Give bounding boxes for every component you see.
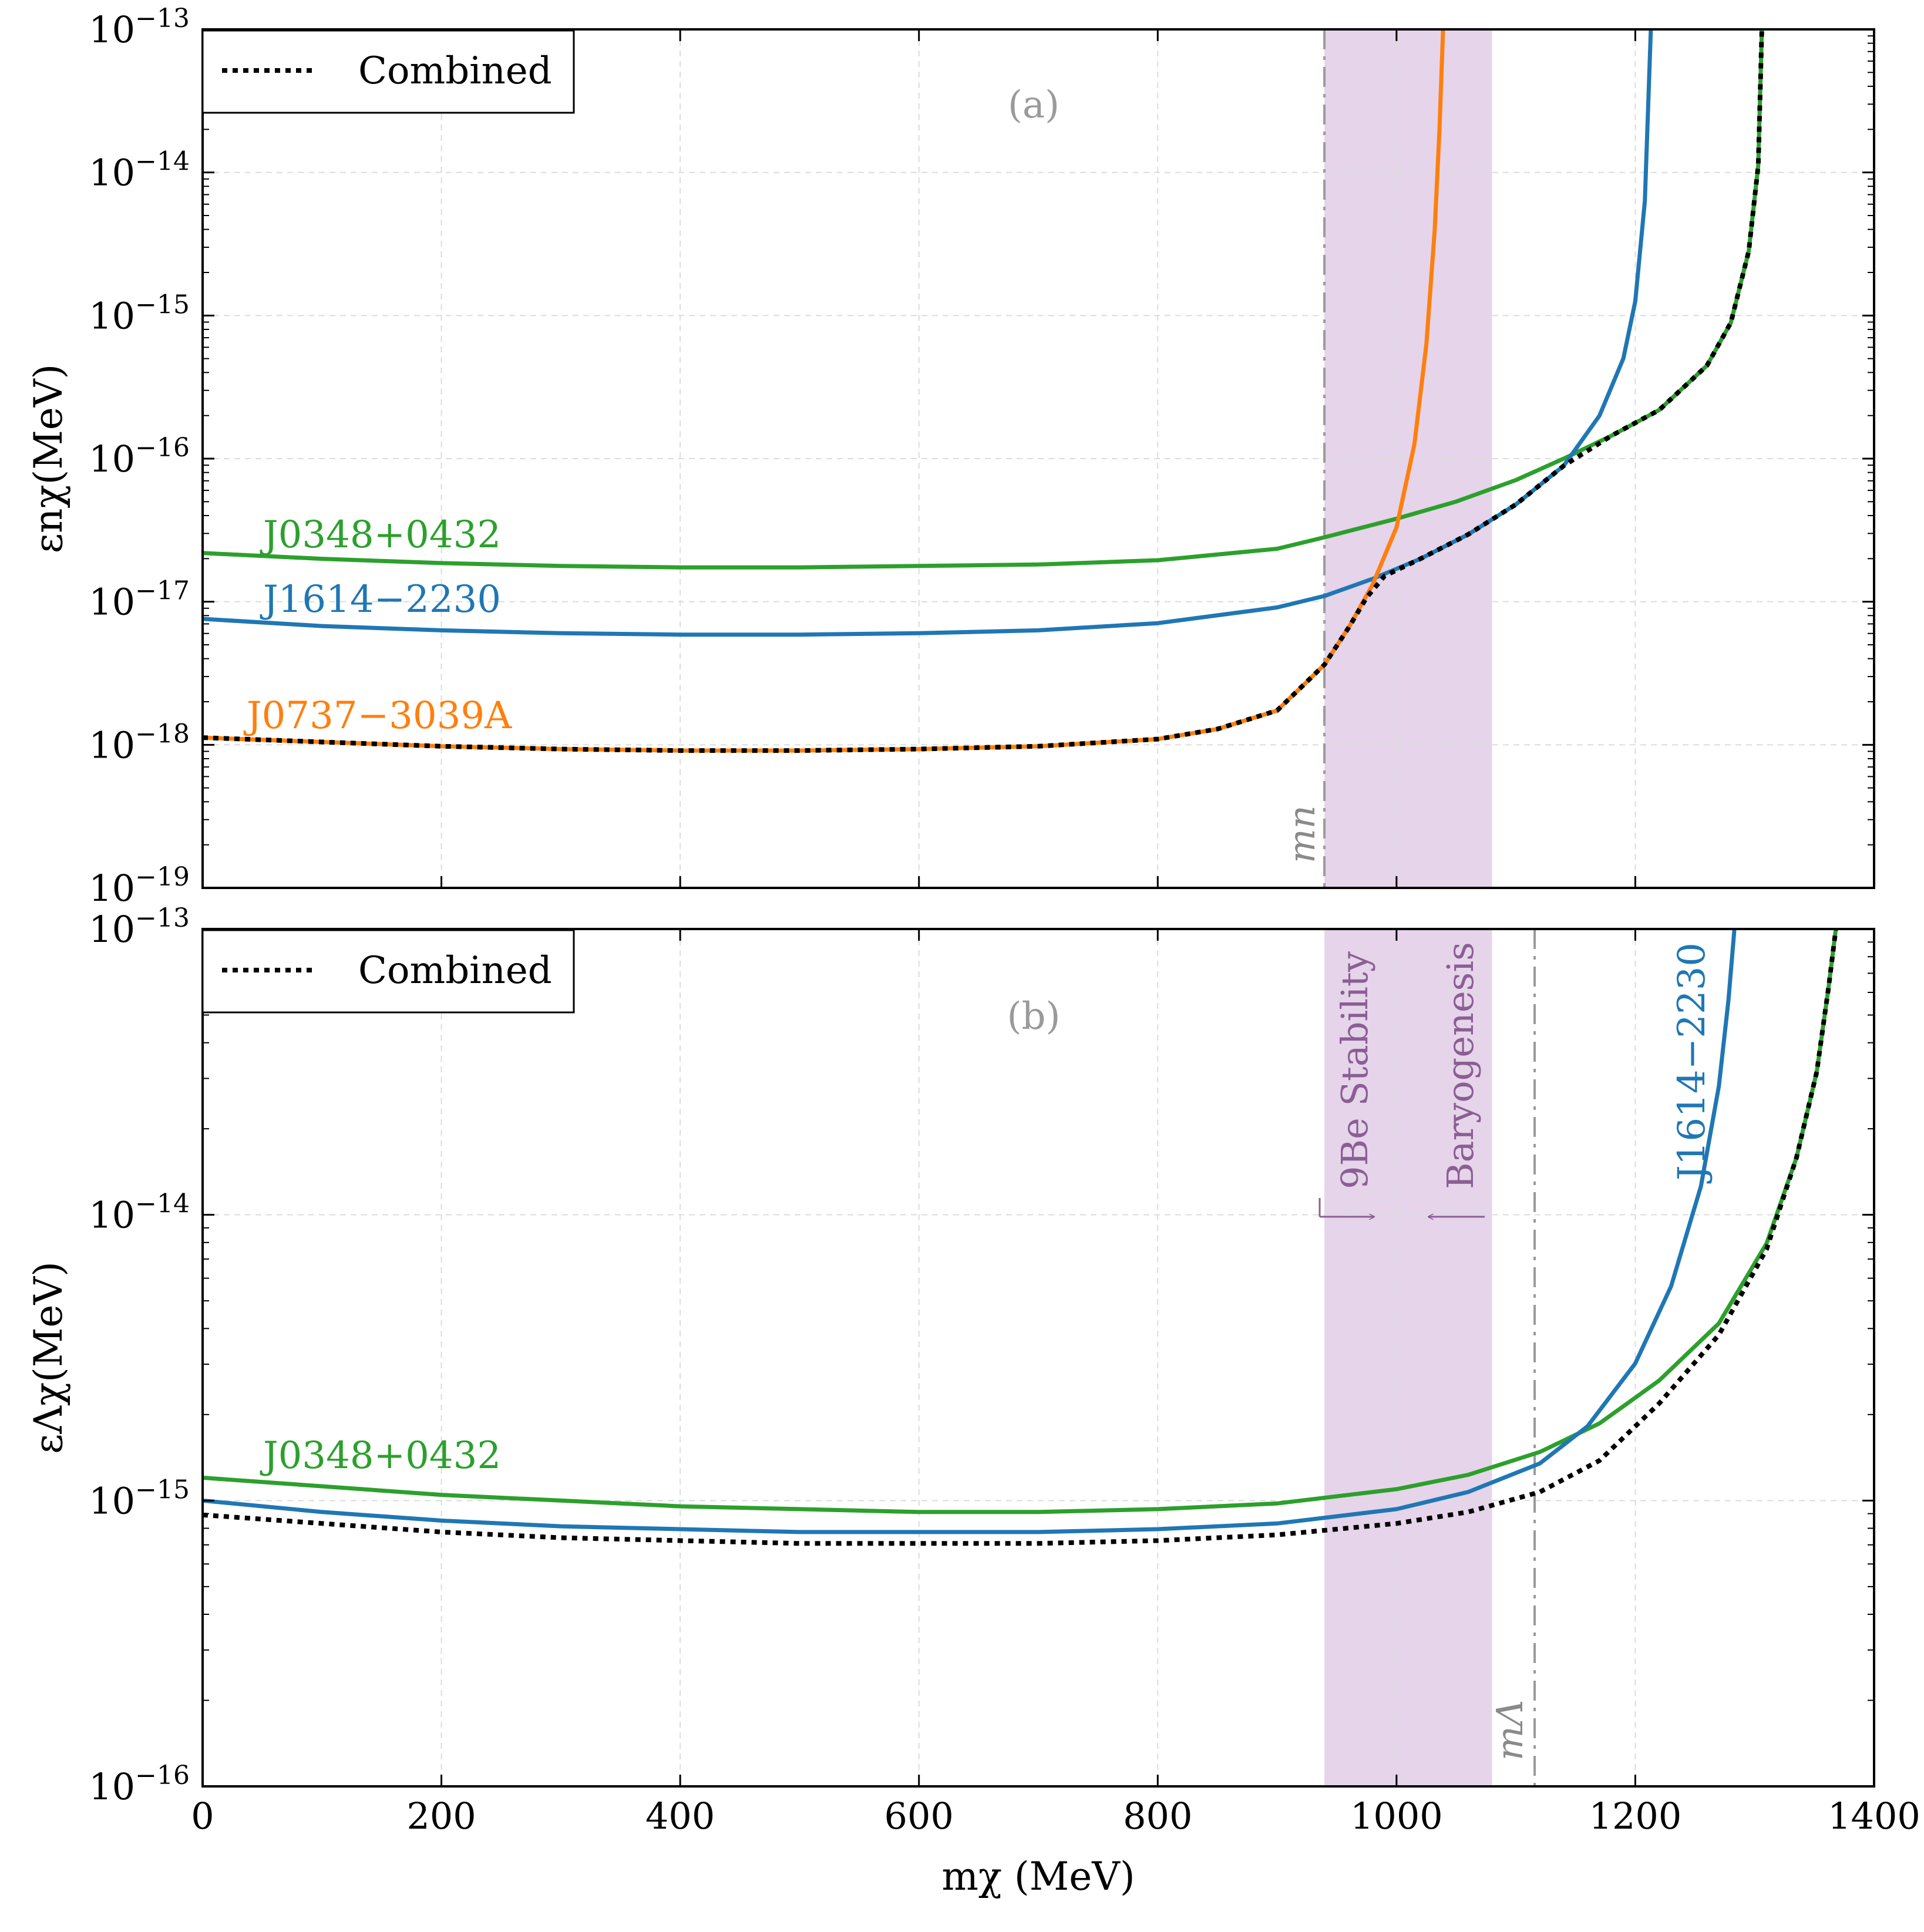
x-tick-label: 400 [645, 1795, 715, 1837]
panel-a-grid [203, 29, 1874, 888]
x-axis-title: mχ (MeV) [941, 1854, 1135, 1899]
x-tick-label: 200 [406, 1795, 476, 1837]
series-line-j0737-3039a [203, 29, 1445, 753]
y-tick-label: 10−14 [89, 1189, 190, 1237]
panel-a: mn 10−19 10−18 10−17 10−16 10−15 10−14 10−13 C… [26, 4, 1875, 910]
series-line-combined [203, 929, 1838, 1546]
panel-b-ylabel: εΛχ(MeV) [26, 1261, 71, 1454]
x-tick-label: 800 [1123, 1795, 1192, 1837]
series-line-j1614-2230 [203, 929, 1737, 1534]
panel-b-grid [203, 929, 1874, 1786]
x-tick-label: 1400 [1828, 1795, 1920, 1837]
y-tick-label: 10−19 [89, 862, 190, 910]
panel-a-neutron-mass-label: mn [1280, 805, 1323, 863]
panel-b-lambda-mass-label: mΛ [1488, 1699, 1531, 1761]
x-tick-label: 600 [884, 1795, 954, 1837]
panel-b-legend[interactable]: Combined [201, 929, 575, 1014]
x-tick-labels: 0 200 400 600 800 1000 1200 1400 [191, 1795, 1920, 1837]
panel-a-label-j0348: J0348+0432 [260, 513, 501, 557]
y-tick-label: 10−14 [89, 147, 190, 194]
x-tick-label: 1000 [1350, 1795, 1443, 1837]
panel-a-label-j1614: J1614−2230 [260, 578, 501, 621]
y-tick-label: 10−13 [89, 4, 190, 51]
panel-b-legend-label: Combined [358, 949, 552, 992]
panel-b: mΛ 9Be Stability Baryogenesis 10−16 10−15… [26, 903, 1875, 1808]
panel-a-legend[interactable]: Combined [201, 29, 575, 114]
x-tick-label: 1200 [1589, 1795, 1682, 1837]
panel-b-series [203, 929, 1838, 1546]
panel-b-label-j1614: J1614−2230 [1670, 943, 1714, 1184]
panel-b-label-j0348: J0348+0432 [260, 1434, 501, 1477]
panel-b-ticks: 10−16 10−15 10−14 10−13 [89, 903, 1875, 1808]
panel-b-frame [201, 928, 1875, 1788]
panel-a-series [203, 29, 1764, 753]
panel-a-label-j0737: J0737−3039A [243, 694, 512, 738]
y-tick-label: 10−15 [89, 1475, 190, 1522]
panel-a-ylabel: εnχ(MeV) [26, 364, 71, 554]
y-tick-label: 10−18 [89, 719, 190, 766]
series-line-j1614-2230 [203, 29, 1653, 637]
panel-a-tag: (a) [1008, 83, 1059, 127]
panel-b-band [1324, 929, 1492, 1786]
y-tick-label: 10−17 [89, 576, 190, 624]
y-tick-label: 10−16 [89, 1761, 190, 1808]
panel-b-be-stability-label: 9Be Stability [1333, 951, 1376, 1189]
series-line-combined [203, 29, 1764, 753]
panel-b-tag: (b) [1007, 995, 1061, 1038]
panel-b-baryogenesis-label: Baryogenesis [1439, 942, 1482, 1189]
y-tick-label: 10−16 [89, 433, 190, 480]
x-tick-label: 0 [191, 1795, 214, 1837]
panel-a-ticks: 10−19 10−18 10−17 10−16 10−15 10−14 10−13 [89, 4, 1875, 910]
y-tick-label: 10−13 [89, 903, 190, 951]
y-tick-label: 10−15 [89, 290, 190, 337]
panel-a-legend-label: Combined [358, 49, 552, 93]
